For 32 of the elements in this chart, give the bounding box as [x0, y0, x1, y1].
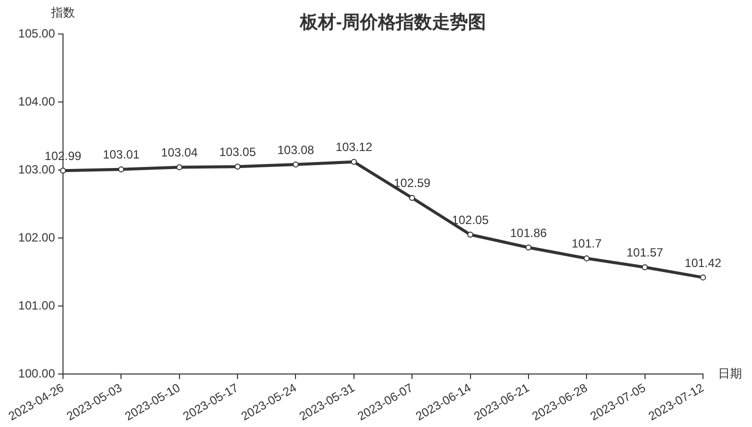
x-axis-title: 日期 [718, 366, 742, 380]
point [350, 158, 357, 165]
point [467, 232, 474, 238]
point [642, 264, 648, 270]
data-label: 101.42 [684, 256, 722, 270]
data-label: 103.12 [336, 140, 373, 154]
data-label: 101.86 [510, 226, 548, 240]
y-tick-label: 103.00 [18, 162, 56, 176]
point [584, 255, 590, 262]
y-tick-label: 104.00 [18, 94, 56, 108]
point [409, 194, 416, 201]
y-axis-title: 指数 [50, 5, 75, 20]
data-label: 103.01 [102, 148, 140, 162]
data-label: 103.08 [277, 142, 314, 157]
chart-title: 板材-周价格指数走势图 [299, 12, 486, 32]
y-tick-label: 102.00 [18, 230, 56, 244]
data-label: 102.05 [452, 212, 489, 227]
y-tick-label: 101.00 [18, 298, 56, 312]
y-tick-label: 105.00 [18, 26, 56, 40]
data-label: 102.59 [394, 176, 431, 190]
data-label: 101.7 [572, 236, 602, 251]
data-label: 101.57 [626, 246, 664, 260]
point [234, 164, 241, 170]
point [525, 244, 532, 251]
point [700, 274, 706, 280]
point [292, 162, 299, 168]
data-label: 103.04 [161, 146, 198, 160]
point [176, 164, 182, 170]
point [118, 166, 124, 172]
data-label: 103.05 [219, 144, 256, 159]
y-tick-label: 100.00 [18, 366, 56, 380]
point [60, 168, 66, 174]
